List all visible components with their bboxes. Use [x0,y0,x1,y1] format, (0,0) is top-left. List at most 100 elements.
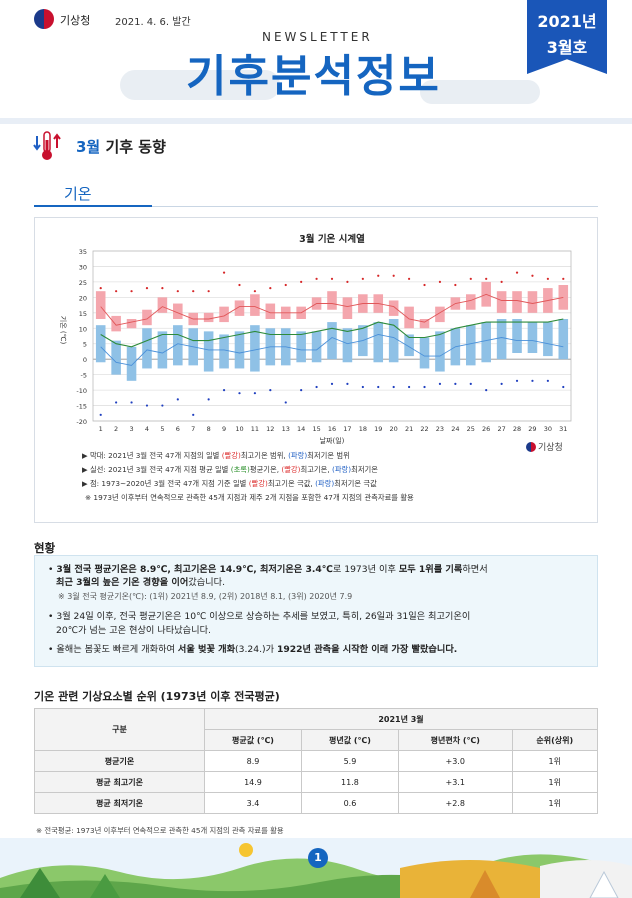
bar-max-range [111,315,121,332]
bar-min-range [219,334,229,369]
bar-min-range [203,331,214,372]
x-tick-label: 14 [297,425,305,433]
issue-ribbon: 2021년 3월호 [527,0,607,74]
bar-max-range [435,306,445,323]
extreme-min-point [192,413,195,416]
x-tick-label: 7 [191,425,195,433]
column-header-0: 평균값 (℃) [204,729,302,751]
bar-max-range [496,291,507,313]
y-tick-label: 20 [79,294,87,302]
x-tick-label: 10 [235,425,243,433]
y-tick-label: 35 [79,248,87,256]
extreme-min-point [423,385,426,389]
extreme-max-point [130,290,133,293]
extreme-max-point [546,277,549,280]
extreme-max-point [115,290,118,293]
extreme-max-point [238,283,241,287]
table-cell: 1위 [511,792,599,814]
tab-divider [34,206,598,207]
x-tick-label: 2 [114,425,118,433]
extreme-min-point [176,398,179,401]
extreme-max-point [454,283,457,287]
chart-title: 3월 기온 시계열 [299,233,365,245]
extreme-min-point [546,379,549,382]
bar-max-range [250,294,260,316]
extreme-min-point [115,401,118,404]
extreme-min-point [145,404,149,407]
x-tick-label: 21 [405,425,413,433]
row-label: 평균 최저기온 [34,792,205,814]
bar-min-range [481,322,491,363]
extreme-max-point [392,274,395,277]
extreme-max-point [176,290,179,293]
x-tick-label: 24 [451,425,459,433]
cloud-decoration [420,80,540,104]
status-panel [34,555,598,667]
chart-footnote: ※ 1973년 이후부터 연속적으로 관측한 45개 지점과 제주 2개 지점을… [85,493,414,502]
extreme-min-point [407,385,411,389]
extreme-max-point [253,290,257,293]
y-tick-label: -5 [81,372,87,380]
extreme-max-point [145,286,149,290]
extreme-min-point [130,401,133,404]
extreme-max-point [315,277,318,280]
x-tick-label: 3 [129,425,133,433]
org-name: 기상청 [60,14,91,27]
extreme-max-point [500,280,503,284]
extreme-max-point [377,274,380,277]
extreme-max-point [515,271,519,274]
table-row: 평균 최저기온 3.4 0.6 +2.8 1위 [34,792,599,814]
extreme-max-point [438,280,442,284]
bar-max-range [342,297,353,319]
x-tick-label: 11 [251,425,259,433]
newsletter-header: 기상청 2021. 4. 6. 발간 NEWSLETTER 기후분석정보 202… [0,0,632,118]
tab-temperature[interactable]: 기온 [64,185,92,203]
page-title: 기후분석정보 [186,51,441,102]
extreme-max-point [361,277,364,280]
x-tick-label: 6 [176,425,180,433]
bar-min-range [543,322,553,357]
page-number-badge: 1 [308,848,328,868]
extreme-min-point [300,388,303,392]
y-tick-label: 0 [83,356,87,364]
x-tick-label: 16 [328,425,336,433]
bar-min-range [527,322,538,353]
x-tick-label: 13 [282,425,290,433]
x-tick-label: 19 [374,425,382,433]
issue-year: 2021년 [537,12,597,31]
extreme-max-point [469,277,472,280]
bar-min-range [435,331,445,372]
extreme-min-point [99,413,102,416]
section-title-month: 3월 [76,138,101,156]
extreme-min-point [392,385,395,389]
x-tick-label: 26 [482,425,490,433]
x-axis-label: 날짜(일) [320,436,345,445]
x-tick-label: 22 [420,425,428,433]
x-tick-label: 15 [312,425,320,433]
bar-min-range [558,319,569,360]
table-cell: 8.9 [204,750,302,772]
bar-min-range [388,319,399,363]
extreme-min-point [562,385,565,389]
bar-min-range [327,322,337,360]
y-tick-label: 5 [83,341,87,349]
y-tick-label: 25 [79,279,87,287]
extreme-min-point [361,385,364,389]
series-line-1 [100,293,564,326]
bar-min-range [342,328,353,363]
table-row: 평균기온 8.9 5.9 +3.0 1위 [34,750,599,772]
extreme-min-point [253,392,257,395]
status-item-2-cont: 20℃가 넘는 고온 현상이 나타났습니다. [56,625,211,636]
bar-max-range [219,306,229,323]
extreme-min-point [500,382,503,386]
row-label: 평균 최고기온 [34,771,205,793]
y-tick-label: 15 [79,310,87,318]
chart-legend-lines: ▶ 실선: 2021년 3월 전국 47개 지점 평균 일별 (초록)평균기온,… [82,465,378,474]
bar-max-range [527,291,538,313]
y-tick-label: 10 [79,325,87,333]
column-header-2: 평년편차 (℃) [397,729,513,751]
bar-max-range [203,312,214,323]
chart-legend-bars: ▶ 막대: 2021년 3월 전국 47개 지점의 일별 (빨강)최고기온 범위… [82,451,350,460]
x-tick-label: 4 [145,425,149,433]
extreme-min-point [469,382,472,386]
